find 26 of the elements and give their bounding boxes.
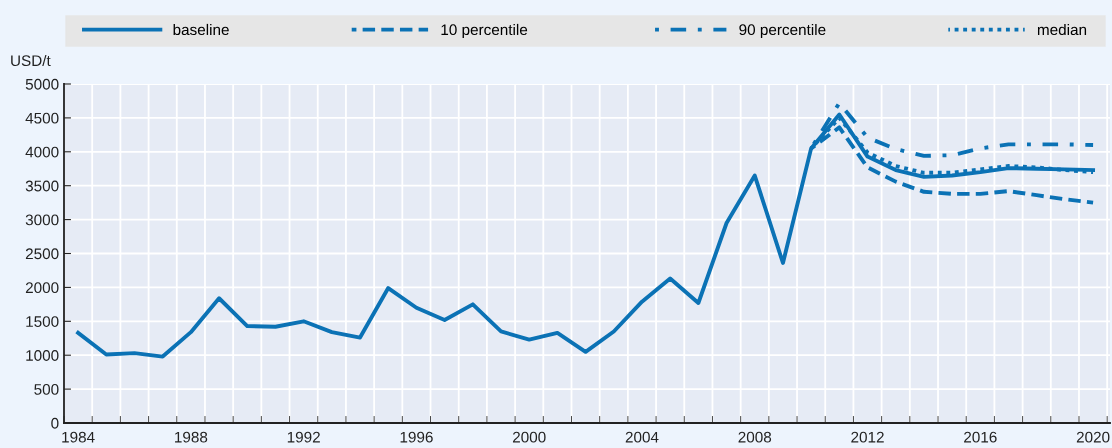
y-tick-label: 2000 (25, 282, 59, 294)
y-tick-label: 5000 (25, 78, 59, 90)
y-tick-label: 1000 (26, 350, 59, 361)
x-tick-label: 1984 (62, 431, 95, 443)
x-tick-label: 2020 (1076, 431, 1110, 443)
x-tick-label: 2000 (512, 431, 546, 443)
y-tick-label: 4000 (25, 146, 59, 158)
y-tick-label: 500 (34, 383, 59, 395)
y-tick-label: 1500 (26, 316, 59, 327)
y-tick-label: 3500 (25, 180, 59, 192)
y-tick-label: 0 (51, 417, 59, 429)
x-tick-label: 2016 (964, 431, 997, 443)
x-tick-label: 1988 (175, 431, 208, 443)
y-tick-label: 3000 (25, 214, 59, 226)
legend-label: median (1037, 23, 1087, 36)
x-tick-label: 1992 (287, 431, 320, 443)
legend-label: 10 percentile (441, 23, 528, 39)
legend-label: baseline (173, 23, 229, 36)
x-tick-label: 2012 (851, 431, 884, 443)
legend-label: 90 percentile (739, 23, 826, 39)
x-tick-label: 2008 (738, 431, 772, 443)
y-tick-label: 4500 (25, 112, 59, 124)
x-tick-label: 1996 (400, 431, 433, 443)
y-tick-label: 2500 (25, 248, 59, 260)
y-axis-title: USD/t (11, 54, 51, 67)
x-tick-label: 2004 (625, 431, 659, 443)
